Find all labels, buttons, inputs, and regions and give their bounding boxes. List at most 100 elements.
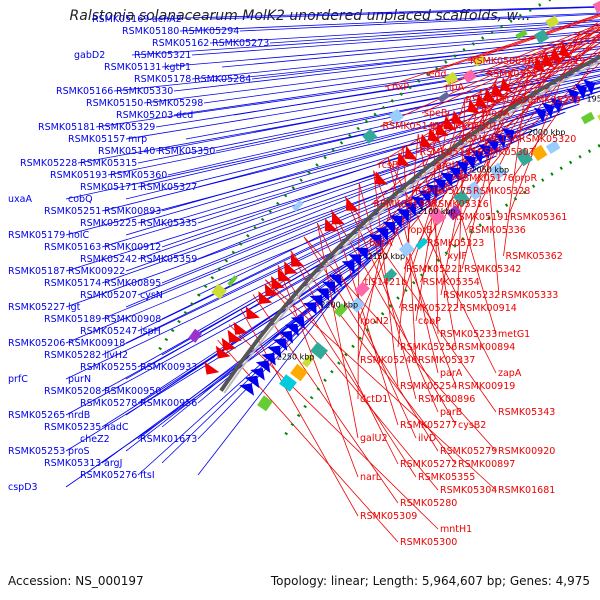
gene-label[interactable]: RSMK05299 (524, 95, 581, 106)
gene-label[interactable]: RSMK05190 (374, 199, 431, 210)
gene-label[interactable]: tlS1421b (365, 277, 408, 288)
gene-label[interactable]: RSMK05280 (400, 498, 457, 509)
gene-label[interactable]: RSMK05309 (360, 511, 417, 522)
gene-label[interactable]: ispH (140, 326, 161, 337)
gene-label[interactable]: RSMK05150 (86, 98, 143, 109)
gene-label[interactable]: RSMK00893 (104, 206, 161, 217)
gene-label[interactable]: prpR (515, 173, 538, 184)
gene-label[interactable]: RSMK00919 (458, 381, 515, 392)
gene-label[interactable]: RSMK05256 (400, 342, 457, 353)
gene-label[interactable]: RSMK05165 (420, 147, 477, 158)
gene-label[interactable]: parB (440, 407, 462, 418)
gene-label[interactable]: RSMK05149 (383, 121, 440, 132)
gene-label[interactable]: uxaA (8, 194, 32, 205)
gene-label[interactable]: RSMK05355 (418, 472, 475, 483)
gene-label[interactable]: RSMK01673 (140, 434, 197, 445)
gene-label[interactable]: RSMK05304 (440, 485, 497, 496)
gene-label[interactable]: rcsB (378, 160, 398, 171)
gene-label[interactable]: argJ (104, 458, 122, 469)
gene-label[interactable]: RSMK05233 (440, 329, 497, 340)
gene-label[interactable]: RSMK05247 (80, 326, 137, 337)
gene-label[interactable]: RSMK05180 (122, 26, 179, 37)
gene-label[interactable]: metG1 (498, 329, 530, 340)
gene-label[interactable]: edd (429, 69, 447, 80)
gene-label[interactable]: RSMK05323 (427, 238, 484, 249)
gene-label[interactable]: RSMK05307 (478, 147, 535, 158)
gene-label[interactable]: RSMK05084 (470, 56, 527, 67)
gene-label[interactable]: RSMK05179 (8, 230, 65, 241)
gene-label[interactable]: rpoN2 (360, 316, 389, 327)
gene-label[interactable]: RSMK05235 (44, 422, 101, 433)
gene-label[interactable]: oprB (411, 225, 433, 236)
gene-label[interactable]: RSMK00894 (458, 342, 515, 353)
gene-label[interactable]: RSMK00897 (458, 459, 515, 470)
gene-label[interactable]: RSMK05360 (110, 170, 167, 181)
gene-label[interactable]: RSMK05169 (92, 14, 149, 25)
gene-label[interactable]: RSMK00918 (68, 338, 125, 349)
gene-label[interactable]: RSMK05181 (38, 122, 95, 133)
gene-label[interactable]: RSMK05272 (400, 459, 457, 470)
gene-label[interactable]: RSMK05328 (473, 186, 530, 197)
gene-label[interactable]: RSMK01681 (498, 485, 555, 496)
gene-label[interactable]: RSMK00956 (140, 398, 197, 409)
gene-label[interactable]: holC (68, 230, 89, 241)
gene-label[interactable]: narL (360, 472, 382, 483)
gene-label[interactable]: RSMK05193 (50, 170, 107, 181)
gene-label[interactable]: xylF (448, 251, 467, 262)
gene-label[interactable]: RSMK05279 (440, 446, 497, 457)
gene-label[interactable]: purN (68, 374, 91, 385)
gene-label[interactable]: RSMK05317 (487, 69, 544, 80)
gene-label[interactable]: mrp (128, 134, 147, 145)
gene-label[interactable]: dcd (176, 110, 193, 121)
gene-label[interactable]: modA (482, 108, 510, 119)
gene-label[interactable]: RSMK05361 (510, 212, 567, 223)
gene-label[interactable]: RSMK05208 (44, 386, 101, 397)
gene-label[interactable]: RSMK05276 (80, 470, 137, 481)
gene-label[interactable]: parA (440, 368, 463, 379)
gene-label[interactable]: RSMK05157 (68, 134, 125, 145)
gene-label[interactable]: RSMK05343 (498, 407, 555, 418)
gene-label[interactable]: RSMK05282 (44, 350, 101, 361)
gene-label[interactable]: ilvD (418, 433, 436, 444)
gene-label[interactable]: RSMK00896 (418, 394, 475, 405)
gene-label[interactable]: RSMK00933 (140, 362, 197, 373)
gene-label[interactable]: RSMK05316 (432, 199, 489, 210)
gene-label[interactable]: RSMK00912 (104, 242, 161, 253)
gene-label[interactable]: RSMK05253 (8, 446, 65, 457)
gene-label[interactable]: RSMK05178 (134, 74, 191, 85)
gene-label[interactable]: RSMK05228 (20, 158, 77, 169)
gene-label[interactable]: ripA (445, 82, 465, 93)
gene-label[interactable]: RSMK05191 (452, 212, 509, 223)
gene-label[interactable]: RSMK05335 (140, 218, 197, 229)
gene-label[interactable]: RSMK05301 (441, 121, 498, 132)
gene-label[interactable]: RSMK00920 (498, 446, 555, 457)
gene-label[interactable]: RSMK05118 (466, 95, 523, 106)
gene-label[interactable]: nadC (104, 422, 129, 433)
gene-label[interactable]: RSMK05163 (44, 242, 101, 253)
gene-label[interactable]: RSMK05278 (80, 398, 137, 409)
gene-label[interactable]: RSMK05319 (528, 56, 585, 67)
gene-label[interactable]: argH (436, 160, 459, 171)
gene-label[interactable]: RSMK05336 (469, 225, 526, 236)
gene-label[interactable]: cysB2 (458, 420, 486, 431)
gene-label[interactable]: RSMK05162 (152, 38, 209, 49)
gene-label[interactable]: cysN (140, 290, 163, 301)
gene-label[interactable]: RSMK00908 (104, 314, 161, 325)
gene-label[interactable]: nrdB (68, 410, 90, 421)
gene-label[interactable]: RSMK05203 (116, 110, 173, 121)
gene-label[interactable]: bacA (369, 238, 393, 249)
gene-label[interactable]: RSMK00914 (460, 303, 517, 314)
gene-label[interactable]: prfC (8, 374, 28, 385)
gene-label[interactable]: RSMK05166 (56, 86, 113, 97)
gene-label[interactable]: RSMK05315 (80, 158, 137, 169)
gene-label[interactable]: RSMK05175 (415, 186, 472, 197)
gene-label[interactable]: RSMK05359 (140, 254, 197, 265)
gene-label[interactable]: ftsI (140, 470, 155, 481)
gene-label[interactable]: RSMK05265 (8, 410, 65, 421)
gene-label[interactable]: cheZ2 (80, 434, 110, 445)
gene-label[interactable]: RSMK05354 (423, 277, 480, 288)
gene-label[interactable]: RSMK05246 (360, 355, 417, 366)
gene-label[interactable]: cspD3 (8, 482, 38, 493)
gene-label[interactable]: speB (424, 108, 447, 119)
